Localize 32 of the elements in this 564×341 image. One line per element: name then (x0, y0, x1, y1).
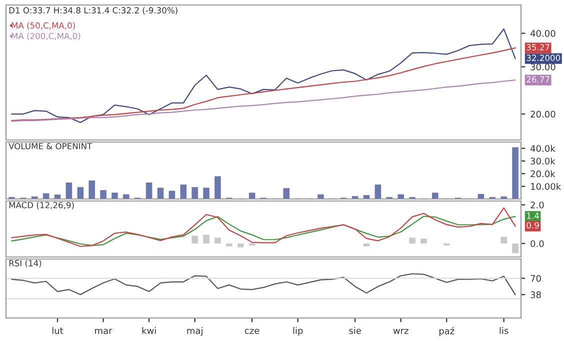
y-tick-label: 2.0 (530, 202, 544, 208)
text: 32.2000 (526, 54, 560, 61)
chart-title: D1 O:33.7 H:34.8 L:31.4 C:32.2 (-9.30%) (9, 7, 178, 14)
text: 35.27 (526, 44, 550, 50)
chart-title: RSI (14) (9, 260, 42, 268)
legend-label: MA (50,C,MA,0) (12, 22, 75, 30)
y-tick-label: 20.0k (530, 170, 556, 178)
x-tick-label: cze (244, 328, 260, 334)
y-tick-label: 70 (530, 275, 541, 282)
text: 0.9 (526, 222, 539, 229)
x-tick-label: kwi (142, 327, 156, 334)
chart-title: MACD (12,26,9) (9, 202, 74, 210)
chart-title: VOLUME & OPENINT (8, 143, 92, 150)
y-tick-label: 38 (530, 291, 541, 298)
y-tick-label: 40.0k (530, 144, 556, 152)
x-tick-label: sie (349, 327, 361, 334)
y-tick-label: 30.00 (530, 64, 556, 70)
y-tick-label: 40.00 (530, 30, 556, 37)
y-tick-label: 0.0 (530, 240, 544, 248)
y-tick-label: 30.0k (530, 158, 556, 165)
x-tick-label: maj (187, 327, 202, 336)
legend-label: MA (200,C,MA,0) (12, 32, 80, 40)
x-tick-label: mar (95, 328, 112, 334)
text: 1.4 (527, 212, 539, 219)
x-tick-label: paź (439, 327, 454, 336)
x-tick-label: lut (52, 327, 64, 334)
text: 26.77 (526, 76, 550, 82)
x-tick-label: lip (293, 327, 303, 336)
y-tick-label: 20.00 (530, 110, 556, 118)
y-tick-label: 10.00k (531, 182, 562, 190)
x-tick-label: wrz (393, 328, 408, 334)
x-tick-label: lis (500, 327, 508, 334)
